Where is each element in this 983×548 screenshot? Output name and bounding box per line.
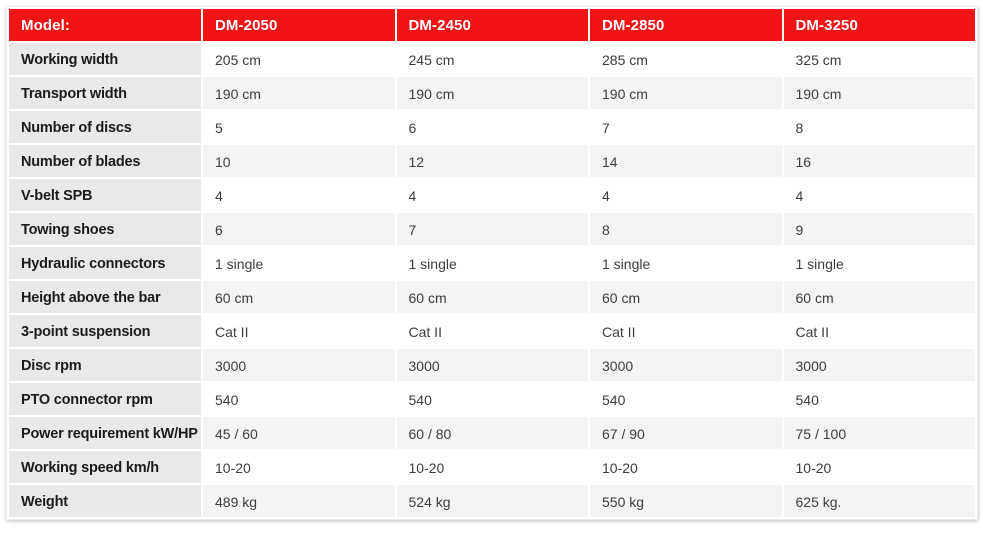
- table-row: Working width 205 cm 245 cm 285 cm 325 c…: [9, 43, 975, 75]
- spec-value: 3000: [203, 349, 395, 381]
- spec-value: 3000: [783, 349, 975, 381]
- spec-value: 540: [203, 383, 395, 415]
- table-row: Weight 489 kg 524 kg 550 kg 625 kg.: [9, 485, 975, 517]
- spec-value: 10-20: [396, 451, 588, 483]
- spec-value: 4: [203, 179, 395, 211]
- spec-value: 4: [396, 179, 588, 211]
- spec-label: Number of discs: [9, 111, 201, 143]
- spec-value: 489 kg: [203, 485, 395, 517]
- table-row: Hydraulic connectors 1 single 1 single 1…: [9, 247, 975, 279]
- spec-value: 10: [203, 145, 395, 177]
- column-header-dm2050: DM-2050: [203, 9, 395, 41]
- spec-value: 1 single: [590, 247, 782, 279]
- spec-value: 540: [783, 383, 975, 415]
- spec-value: 4: [590, 179, 782, 211]
- spec-value: 6: [203, 213, 395, 245]
- spec-value: 540: [590, 383, 782, 415]
- spec-value: 190 cm: [396, 77, 588, 109]
- spec-value: Cat II: [783, 315, 975, 347]
- spec-label: Working width: [9, 43, 201, 75]
- spec-label: Hydraulic connectors: [9, 247, 201, 279]
- spec-value: 10-20: [783, 451, 975, 483]
- spec-value: 75 / 100: [783, 417, 975, 449]
- spec-value: 540: [396, 383, 588, 415]
- spec-label: Towing shoes: [9, 213, 201, 245]
- spec-label: Number of blades: [9, 145, 201, 177]
- table-row: V-belt SPB 4 4 4 4: [9, 179, 975, 211]
- spec-label: Transport width: [9, 77, 201, 109]
- spec-table: Model: DM-2050 DM-2450 DM-2850 DM-3250 W…: [7, 7, 977, 519]
- table-row: 3-point suspension Cat II Cat II Cat II …: [9, 315, 975, 347]
- spec-value: 9: [783, 213, 975, 245]
- spec-value: 190 cm: [203, 77, 395, 109]
- spec-value: 60 / 80: [396, 417, 588, 449]
- spec-value: 67 / 90: [590, 417, 782, 449]
- spec-value: 14: [590, 145, 782, 177]
- spec-value: 1 single: [203, 247, 395, 279]
- column-header-dm2450: DM-2450: [396, 9, 588, 41]
- spec-value: 8: [590, 213, 782, 245]
- table-row: PTO connector rpm 540 540 540 540: [9, 383, 975, 415]
- spec-value: 1 single: [396, 247, 588, 279]
- spec-value: Cat II: [203, 315, 395, 347]
- table-row: Transport width 190 cm 190 cm 190 cm 190…: [9, 77, 975, 109]
- spec-value: 524 kg: [396, 485, 588, 517]
- table-row: Working speed km/h 10-20 10-20 10-20 10-…: [9, 451, 975, 483]
- spec-value: 205 cm: [203, 43, 395, 75]
- spec-value: 325 cm: [783, 43, 975, 75]
- spec-value: 60 cm: [203, 281, 395, 313]
- spec-value: 8: [783, 111, 975, 143]
- spec-value: Cat II: [590, 315, 782, 347]
- table-row: Power requirement kW/HP 45 / 60 60 / 80 …: [9, 417, 975, 449]
- table-row: Towing shoes 6 7 8 9: [9, 213, 975, 245]
- spec-value: 7: [396, 213, 588, 245]
- spec-value: 12: [396, 145, 588, 177]
- spec-value: 16: [783, 145, 975, 177]
- spec-label: Weight: [9, 485, 201, 517]
- spec-value: 3000: [396, 349, 588, 381]
- spec-value: 45 / 60: [203, 417, 395, 449]
- spec-label: Disc rpm: [9, 349, 201, 381]
- table-row: Height above the bar 60 cm 60 cm 60 cm 6…: [9, 281, 975, 313]
- spec-label: Working speed km/h: [9, 451, 201, 483]
- spec-label: 3-point suspension: [9, 315, 201, 347]
- spec-value: 10-20: [590, 451, 782, 483]
- spec-value: 285 cm: [590, 43, 782, 75]
- spec-value: 60 cm: [783, 281, 975, 313]
- spec-value: 190 cm: [783, 77, 975, 109]
- spec-value: 60 cm: [396, 281, 588, 313]
- table-row: Number of discs 5 6 7 8: [9, 111, 975, 143]
- column-header-dm2850: DM-2850: [590, 9, 782, 41]
- spec-value: 190 cm: [590, 77, 782, 109]
- spec-value: 550 kg: [590, 485, 782, 517]
- spec-value: 4: [783, 179, 975, 211]
- spec-label: Height above the bar: [9, 281, 201, 313]
- table-row: Disc rpm 3000 3000 3000 3000: [9, 349, 975, 381]
- spec-value: 7: [590, 111, 782, 143]
- spec-value: 3000: [590, 349, 782, 381]
- table-row: Number of blades 10 12 14 16: [9, 145, 975, 177]
- spec-value: 1 single: [783, 247, 975, 279]
- column-header-dm3250: DM-3250: [783, 9, 975, 41]
- spec-value: Cat II: [396, 315, 588, 347]
- spec-table-panel: Model: DM-2050 DM-2450 DM-2850 DM-3250 W…: [6, 6, 978, 520]
- spec-value: 60 cm: [590, 281, 782, 313]
- spec-label: V-belt SPB: [9, 179, 201, 211]
- spec-label: Power requirement kW/HP: [9, 417, 201, 449]
- header-row: Model: DM-2050 DM-2450 DM-2850 DM-3250: [9, 9, 975, 41]
- spec-value: 625 kg.: [783, 485, 975, 517]
- spec-value: 10-20: [203, 451, 395, 483]
- spec-value: 5: [203, 111, 395, 143]
- spec-value: 6: [396, 111, 588, 143]
- model-header-label: Model:: [9, 9, 201, 41]
- spec-value: 245 cm: [396, 43, 588, 75]
- spec-label: PTO connector rpm: [9, 383, 201, 415]
